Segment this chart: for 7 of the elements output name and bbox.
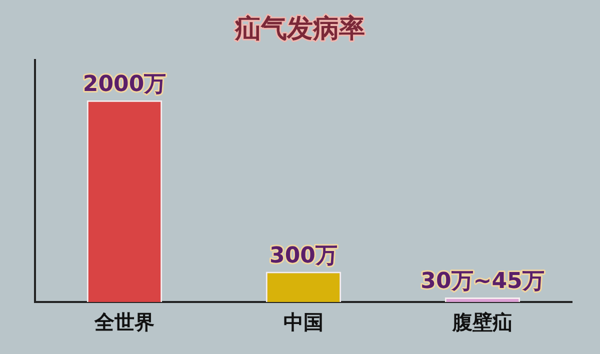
data-label: 300万 [270, 243, 338, 268]
chart-title: 疝气发病率 [234, 14, 365, 44]
data-label: 2000万 [82, 72, 166, 98]
x-tick-label: 腹壁疝 [452, 310, 512, 334]
x-tick-label: 中国 [284, 310, 324, 334]
data-label: 30万~45万 [420, 269, 544, 294]
x-tick-label: 全世界 [94, 310, 154, 334]
